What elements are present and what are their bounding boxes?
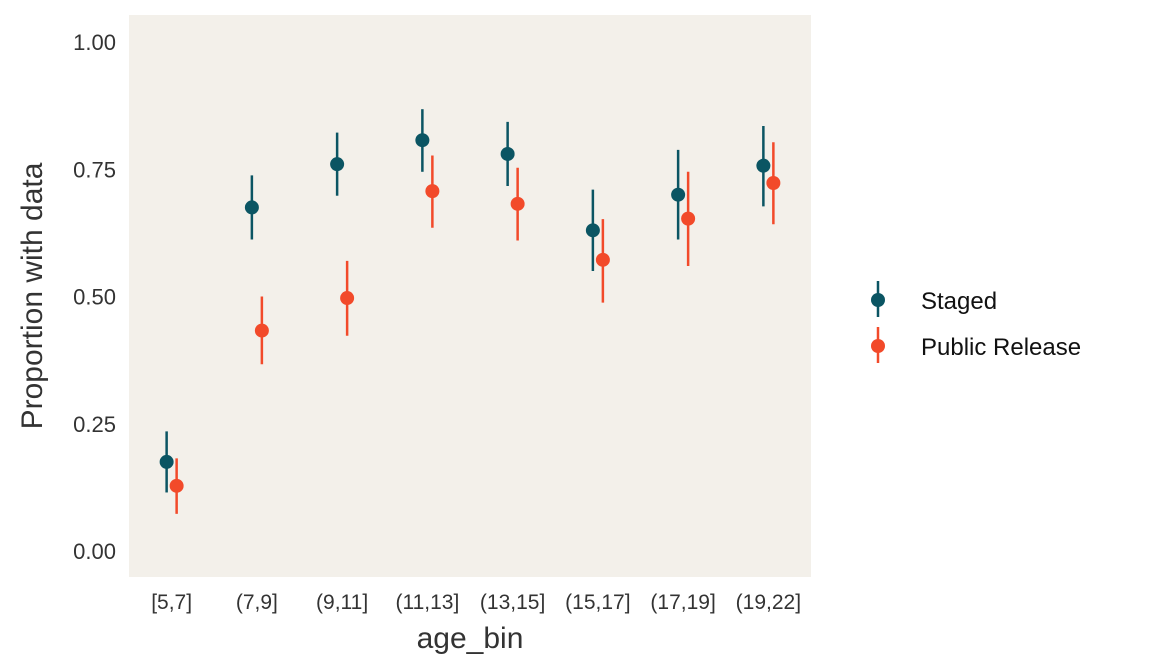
data-point bbox=[766, 175, 781, 190]
plot-panel bbox=[129, 15, 811, 577]
y-tick-label: 0.75 bbox=[73, 157, 116, 182]
x-tick-label: (11,13] bbox=[395, 591, 459, 614]
data-point bbox=[254, 323, 269, 338]
data-point bbox=[159, 454, 174, 469]
x-axis: [5,7] (7,9] (9,11] (11,13] (13,15] (15,17] (17… bbox=[151, 591, 801, 614]
legend: Staged Public Release bbox=[871, 281, 1081, 363]
data-point bbox=[425, 184, 440, 199]
y-tick-label: 1.00 bbox=[73, 30, 116, 55]
x-tick-label: [5,7] bbox=[151, 591, 192, 614]
series-staged bbox=[159, 109, 771, 493]
x-tick-label: (17,19] bbox=[650, 591, 715, 614]
data-point bbox=[595, 252, 610, 267]
legend-item: Public Release bbox=[871, 327, 1081, 363]
x-tick-label: (9,11] bbox=[316, 591, 368, 614]
y-tick-label: 0.50 bbox=[73, 285, 116, 310]
legend-item: Staged bbox=[871, 281, 997, 317]
data-point bbox=[681, 211, 696, 226]
legend-key-point bbox=[871, 339, 885, 353]
y-tick-label: 0.25 bbox=[73, 412, 116, 437]
legend-key-point bbox=[871, 293, 885, 307]
legend-label: Public Release bbox=[921, 334, 1081, 361]
x-axis-title: age_bin bbox=[417, 622, 524, 655]
x-tick-label: (13,15] bbox=[480, 591, 545, 614]
data-marks bbox=[159, 109, 781, 514]
data-point bbox=[340, 291, 355, 306]
x-tick-label: (7,9] bbox=[236, 591, 278, 614]
data-point bbox=[244, 200, 259, 215]
y-axis: 0.00 0.25 0.50 0.75 1.00 bbox=[73, 30, 116, 564]
data-point bbox=[585, 223, 600, 238]
series-public-release bbox=[169, 142, 781, 514]
data-point bbox=[169, 478, 184, 493]
data-point bbox=[510, 196, 525, 211]
data-point bbox=[671, 187, 686, 202]
y-axis-title: Proportion with data bbox=[16, 162, 49, 429]
x-tick-label: (15,17] bbox=[565, 591, 630, 614]
x-tick-label: (19,22] bbox=[736, 591, 801, 614]
data-point bbox=[415, 133, 430, 148]
legend-label: Staged bbox=[921, 288, 997, 315]
data-point bbox=[330, 157, 345, 172]
data-point bbox=[500, 146, 515, 161]
data-point bbox=[756, 158, 771, 173]
y-tick-label: 0.00 bbox=[73, 539, 116, 564]
